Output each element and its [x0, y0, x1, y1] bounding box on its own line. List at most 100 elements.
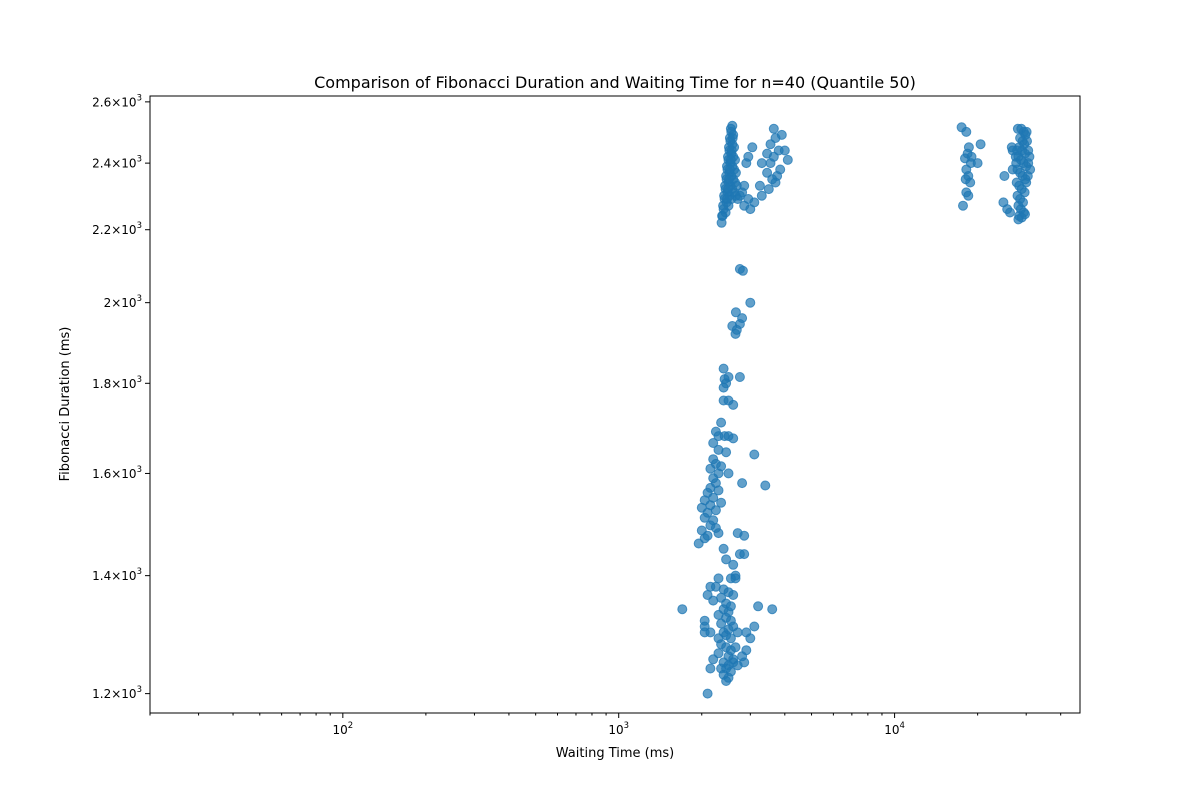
data-point	[739, 657, 750, 668]
y-tick-label: 1.2×103	[92, 685, 142, 701]
y-tick-label: 2.2×103	[92, 221, 142, 237]
data-point	[745, 297, 756, 308]
data-point	[767, 604, 778, 615]
data-point	[737, 265, 748, 276]
data-point	[753, 601, 764, 612]
data-point	[779, 145, 790, 156]
data-point	[728, 399, 739, 410]
data-point	[1012, 123, 1023, 134]
x-axis-label: Waiting Time (ms)	[556, 746, 674, 761]
chart-title: Comparison of Fibonacci Duration and Wai…	[314, 73, 916, 92]
points-layer	[677, 120, 1036, 699]
data-point	[693, 538, 704, 549]
data-point	[734, 190, 745, 201]
data-point	[765, 158, 776, 169]
data-point	[1005, 207, 1015, 218]
data-point	[763, 184, 774, 195]
data-point	[723, 184, 733, 195]
data-point	[745, 633, 756, 644]
data-point	[734, 372, 745, 382]
plot-frame	[149, 95, 1081, 714]
data-point	[730, 642, 741, 653]
x-axis: 102 103 104	[149, 713, 1062, 737]
data-point	[713, 573, 724, 584]
data-point	[1020, 209, 1030, 220]
data-point	[721, 676, 732, 686]
data-point	[730, 307, 741, 318]
data-point	[702, 590, 713, 600]
data-point	[708, 654, 719, 665]
data-point	[1012, 145, 1023, 156]
data-point	[717, 210, 728, 221]
data-point	[765, 139, 776, 150]
data-point	[723, 468, 734, 479]
x-tick-label: 104	[884, 721, 905, 737]
data-point	[749, 621, 760, 632]
data-point	[725, 154, 736, 165]
y-tick-label: 1.6×103	[92, 465, 142, 481]
data-point	[1021, 161, 1032, 172]
data-point	[718, 363, 729, 374]
data-point	[713, 485, 724, 496]
x-tick-label: 102	[332, 721, 353, 737]
data-point	[1022, 136, 1032, 147]
data-point	[713, 528, 724, 539]
data-point	[730, 573, 741, 584]
data-point	[725, 633, 736, 644]
data-point	[972, 158, 983, 169]
y-axis: 1.2×103 1.4×103 1.6×103 1.8×103 2×103 2.2×103…	[92, 93, 150, 701]
data-point	[708, 438, 719, 448]
data-point	[716, 497, 727, 508]
data-point	[782, 154, 793, 165]
data-point	[768, 123, 779, 134]
data-point	[722, 194, 732, 204]
data-point	[730, 328, 741, 339]
data-point	[747, 142, 758, 153]
data-point	[958, 200, 968, 211]
y-axis-label: Fibonacci Duration (ms)	[58, 327, 73, 482]
data-point	[699, 627, 710, 638]
data-point	[760, 480, 771, 491]
data-point	[749, 449, 760, 460]
data-point	[725, 123, 736, 134]
data-point	[756, 158, 767, 169]
data-point	[739, 549, 750, 560]
data-point	[718, 382, 729, 393]
data-point	[756, 190, 767, 201]
data-point	[727, 133, 738, 143]
data-point	[1021, 126, 1032, 137]
y-tick-label: 1.8×103	[92, 375, 142, 391]
y-tick-label: 2×103	[104, 294, 142, 310]
data-point	[705, 663, 716, 674]
data-point	[728, 433, 739, 444]
y-tick-label: 2.4×103	[92, 155, 142, 171]
data-point	[1020, 174, 1031, 185]
data-point	[745, 204, 756, 215]
data-point	[963, 190, 974, 201]
data-point	[961, 126, 972, 137]
y-tick-label: 1.4×103	[92, 567, 142, 583]
data-point	[718, 543, 729, 554]
data-point	[999, 171, 1010, 181]
data-point	[770, 177, 781, 188]
data-point	[699, 512, 710, 523]
data-point	[739, 530, 750, 541]
data-point	[754, 180, 765, 191]
data-point	[741, 158, 752, 169]
data-point	[737, 478, 748, 489]
data-point	[1013, 214, 1024, 225]
data-point	[710, 505, 721, 516]
x-tick-label: 103	[608, 721, 629, 737]
data-point	[728, 559, 739, 570]
data-point	[677, 604, 688, 615]
data-point	[965, 177, 976, 188]
data-point	[721, 447, 732, 458]
data-point	[1011, 158, 1022, 169]
data-point	[721, 554, 732, 565]
data-point	[724, 174, 734, 185]
data-point	[716, 417, 727, 428]
data-point	[716, 618, 727, 629]
data-point	[724, 164, 735, 175]
